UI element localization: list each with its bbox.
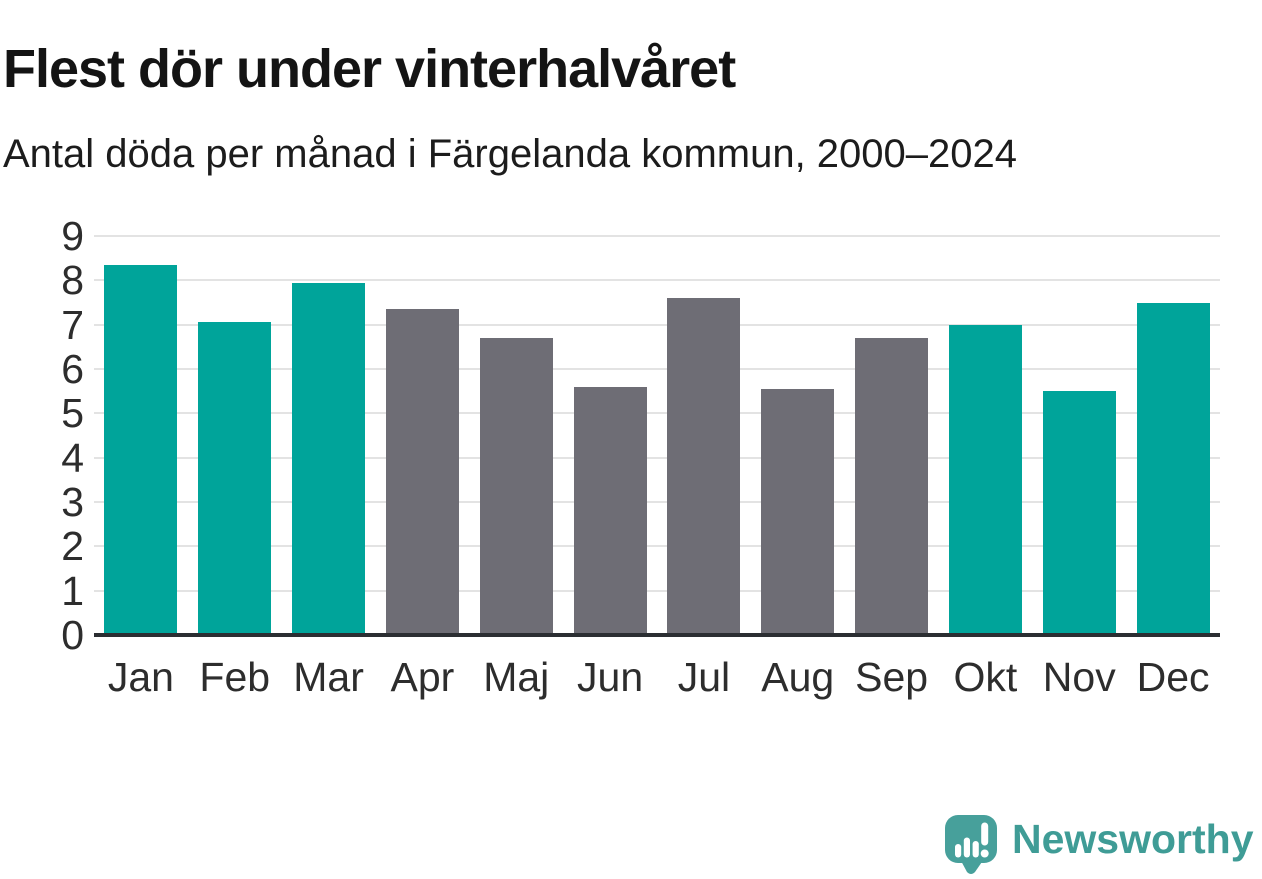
x-tick-label-apr: Apr (390, 654, 455, 700)
x-tick-label-nov: Nov (1042, 654, 1116, 700)
x-tick-label-sep: Sep (855, 654, 929, 700)
x-tick-label-jun: Jun (577, 654, 644, 700)
y-tick-label: 9 (61, 213, 84, 259)
page-title: Flest dör under vinterhalvåret (3, 39, 736, 100)
y-tick-label: 5 (61, 390, 84, 437)
x-axis-line (94, 633, 1220, 637)
y-tick-label: 7 (61, 301, 84, 348)
y-tick-label: 0 (61, 612, 84, 658)
y-tick-label: 3 (61, 479, 84, 525)
newsworthy-bubble-chart-icon (945, 815, 997, 874)
x-tick-label-okt: Okt (953, 654, 1018, 700)
bar-apr (385, 309, 459, 635)
bar-feb (198, 322, 272, 635)
y-tick-label: 1 (61, 567, 84, 614)
x-tick-label-maj: Maj (483, 654, 550, 700)
gridline (94, 235, 1220, 237)
gridline (94, 323, 1220, 326)
gridline (94, 501, 1220, 503)
bar-jun (573, 386, 647, 635)
x-tick-label-dec: Dec (1136, 654, 1210, 700)
bar-mar (292, 282, 366, 635)
x-tick-label-jan: Jan (107, 654, 174, 700)
gridline (94, 368, 1220, 370)
newsworthy-logo-text: Newsworthy (1012, 816, 1254, 862)
bar-jul (667, 298, 741, 635)
bar-sep (855, 337, 929, 635)
bar-okt (948, 324, 1022, 635)
bar-nov (1042, 391, 1116, 635)
y-tick-label: 2 (61, 523, 84, 570)
y-tick-label: 6 (61, 346, 84, 392)
x-tick-label-mar: Mar (293, 654, 364, 700)
gridline (94, 545, 1220, 548)
gridline (94, 456, 1220, 459)
bar-jan (104, 264, 178, 635)
gridline (94, 412, 1220, 415)
gridline (94, 589, 1220, 592)
page-subtitle: Antal döda per månad i Färgelanda kommun… (3, 132, 1018, 176)
x-tick-label-feb: Feb (199, 654, 271, 700)
bar-dec (1136, 302, 1210, 635)
y-tick-label: 8 (61, 257, 84, 304)
bar-maj (479, 337, 553, 635)
x-tick-label-aug: Aug (761, 654, 835, 700)
gridline (94, 279, 1220, 282)
x-tick-label-jul: Jul (677, 654, 731, 700)
newsworthy-logo[interactable]: Newsworthy (942, 814, 1254, 876)
bar-aug (761, 388, 835, 635)
y-tick-label: 4 (61, 434, 84, 481)
